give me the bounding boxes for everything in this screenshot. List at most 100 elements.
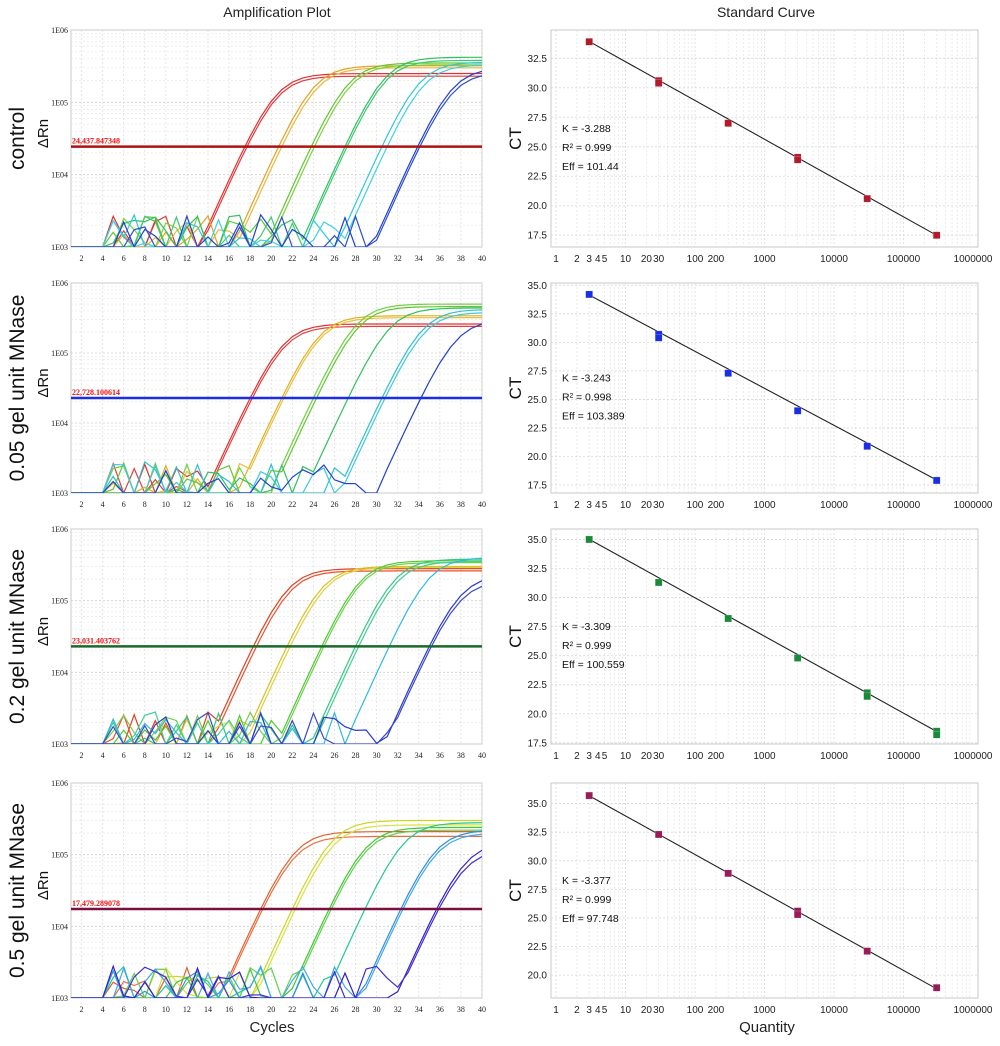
amplification-curve xyxy=(71,855,482,998)
amplification-curve xyxy=(71,64,482,247)
x-tick-label: 12 xyxy=(183,751,191,760)
x-tick-label: 1 xyxy=(553,254,559,265)
amplification-curve xyxy=(71,312,482,493)
y-tick-label: 1E05 xyxy=(51,597,68,606)
fit-statistic: R² = 0.999 xyxy=(562,894,611,906)
amplification-curve xyxy=(71,72,482,247)
x-tick-label: 2 xyxy=(574,500,580,511)
data-point xyxy=(585,290,593,299)
y-tick-label: 1E06 xyxy=(51,779,68,788)
x-tick-label: 10000 xyxy=(820,254,848,265)
x-tick-label: 5 xyxy=(602,1005,608,1016)
x-tick-label: 200 xyxy=(708,254,725,265)
x-tick-label: 5 xyxy=(602,500,608,511)
x-tick-label: 100000 xyxy=(887,1005,921,1016)
x-tick-label: 1000000 xyxy=(954,254,993,265)
cycles-axis-title: Cycles xyxy=(249,1019,294,1036)
y-tick-label: 30.0 xyxy=(528,593,548,604)
x-tick-label: 18 xyxy=(246,751,254,760)
x-tick-label: 28 xyxy=(352,254,360,263)
x-tick-label: 36 xyxy=(436,500,444,509)
x-tick-label: 10000 xyxy=(820,500,848,511)
x-tick-label: 1 xyxy=(553,751,559,762)
row-label: control xyxy=(6,107,29,170)
y-tick-label: 1E04 xyxy=(51,668,68,677)
y-tick-label: 32.5 xyxy=(528,309,548,320)
delta-rn-axis-label: ΔRn xyxy=(35,119,52,148)
threshold-label: 17,479.289078 xyxy=(72,899,120,908)
standard-curve-panel: 17.5 20.0 22.5 25.0 27.5 30.0 32.5 1 2 3 4 5 10 20 30 1… xyxy=(506,29,993,265)
x-tick-label: 24 xyxy=(309,751,317,760)
data-point xyxy=(863,947,871,955)
y-tick-label: 32.5 xyxy=(528,564,548,575)
amplification-curve xyxy=(71,323,482,493)
row-label: 0.2 gel unit MNase xyxy=(6,549,29,724)
x-tick-label: 2 xyxy=(80,1005,84,1014)
y-tick-label: 20.0 xyxy=(528,201,548,212)
x-tick-label: 200 xyxy=(708,500,725,511)
x-tick-label: 10 xyxy=(162,751,170,760)
y-tick-label: 17.5 xyxy=(528,481,548,492)
x-tick-label: 1000 xyxy=(753,500,776,511)
y-tick-label: 27.5 xyxy=(528,622,548,633)
x-tick-label: 2 xyxy=(574,751,580,762)
x-tick-label: 6 xyxy=(122,751,126,760)
x-tick-label: 40 xyxy=(478,500,486,509)
x-tick-label: 34 xyxy=(415,1005,423,1014)
x-tick-label: 40 xyxy=(478,254,486,263)
data-point xyxy=(724,869,732,878)
x-tick-label: 2 xyxy=(80,254,84,263)
x-tick-label: 22 xyxy=(288,500,296,509)
x-tick-label: 30 xyxy=(373,1005,381,1014)
amplification-curve xyxy=(71,566,482,744)
amplification-curve xyxy=(71,830,482,998)
x-tick-label: 28 xyxy=(352,751,360,760)
x-tick-label: 5 xyxy=(602,751,608,762)
x-tick-label: 30 xyxy=(653,1005,665,1016)
x-tick-label: 10000 xyxy=(820,751,848,762)
x-tick-label: 16 xyxy=(225,751,233,760)
y-tick-label: 25.0 xyxy=(528,395,548,406)
amplification-curve xyxy=(71,317,482,493)
curves-group xyxy=(71,303,482,493)
x-tick-label: 18 xyxy=(246,254,254,263)
x-tick-label: 20 xyxy=(267,500,275,509)
x-tick-label: 40 xyxy=(478,751,486,760)
y-tick-label: 1E05 xyxy=(51,349,68,358)
y-tick-label: 35.0 xyxy=(528,281,548,292)
x-tick-label: 4 xyxy=(101,751,105,760)
amplification-curve xyxy=(71,567,482,744)
x-tick-label: 10000 xyxy=(820,1005,848,1016)
x-tick-label: 36 xyxy=(436,751,444,760)
threshold-label: 24,437.847348 xyxy=(72,137,120,146)
delta-rn-axis-label: ΔRn xyxy=(35,368,52,397)
y-tick-label: 30.0 xyxy=(528,83,548,94)
x-tick-label: 30 xyxy=(373,254,381,263)
x-tick-label: 1000 xyxy=(753,254,776,265)
plot-area xyxy=(550,782,979,999)
data-point xyxy=(863,692,871,701)
curves-group xyxy=(71,819,482,998)
y-tick-label: 17.5 xyxy=(528,231,548,242)
x-tick-label: 8 xyxy=(143,751,147,760)
x-tick-label: 10 xyxy=(620,751,632,762)
amplification-curve xyxy=(71,819,482,998)
data-point xyxy=(932,984,941,992)
y-tick-label: 20.0 xyxy=(528,709,548,720)
data-point xyxy=(724,119,732,127)
fit-line xyxy=(588,538,937,732)
row-label: 0.05 gel unit MNase xyxy=(6,295,29,482)
x-tick-label: 20 xyxy=(267,254,275,263)
x-tick-label: 200 xyxy=(708,751,725,762)
x-tick-label: 20 xyxy=(641,254,653,265)
y-tick-label: 32.5 xyxy=(528,54,548,65)
x-tick-label: 1000000 xyxy=(954,1005,993,1016)
amplification-curve xyxy=(71,585,482,744)
x-tick-label: 2 xyxy=(574,1005,580,1016)
x-tick-label: 4 xyxy=(595,254,601,265)
data-point xyxy=(724,369,732,377)
curves-group xyxy=(71,557,482,744)
quantity-axis-title: Quantity xyxy=(739,1019,795,1036)
